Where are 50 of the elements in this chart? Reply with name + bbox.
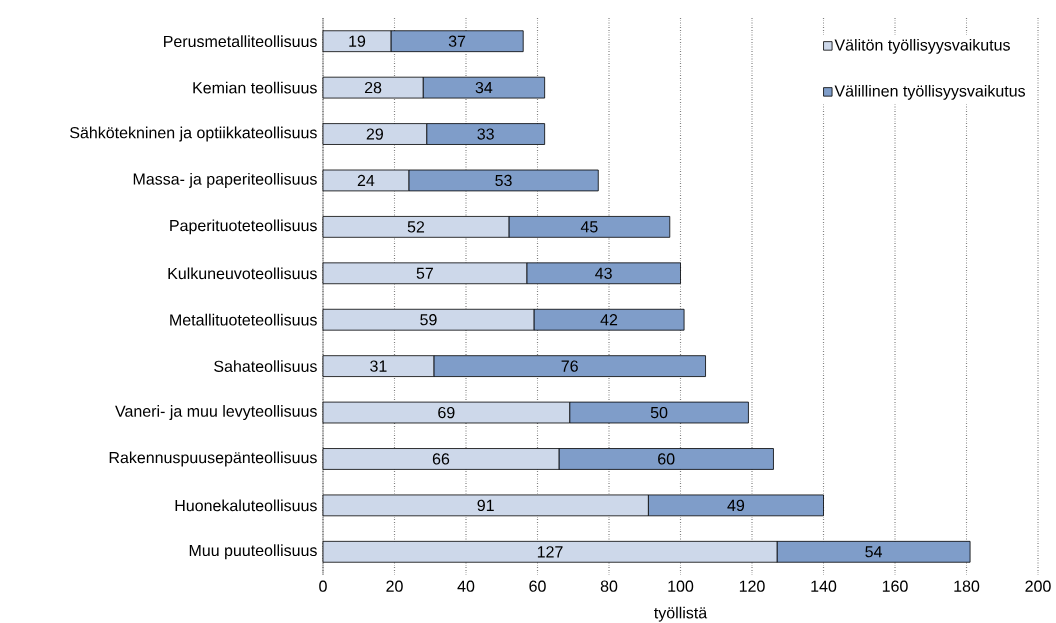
x-axis-title: työllistä [654, 606, 708, 622]
y-tick-label: Sahateollisuus [214, 360, 317, 372]
x-tick-label: 0 [319, 580, 327, 592]
data-label: 69 [438, 406, 455, 419]
data-label: 31 [370, 360, 387, 372]
data-label: 52 [407, 221, 425, 233]
data-label: 76 [561, 360, 578, 372]
y-tick-label: Muu puuteollisuus [189, 544, 317, 560]
data-label: 37 [448, 35, 466, 47]
x-tick-label: 20 [386, 580, 403, 592]
y-tick-label: Massa- ja paperiteollisuus [133, 173, 317, 188]
y-tick-label: Kulkuneuvoteollisuus [168, 267, 317, 280]
y-tick-label: Sähkötekninen ja optiikkateollisuus [70, 126, 317, 142]
data-label: 53 [495, 174, 512, 187]
legend-label: Välillinen työllisyysvaikutus [834, 84, 1026, 100]
data-label: 54 [865, 546, 882, 558]
x-tick-label: 160 [882, 580, 908, 592]
data-label: 59 [420, 314, 437, 326]
data-label: 91 [477, 499, 494, 512]
legend-label: Välitön työllisyysvaikutus [834, 38, 1010, 54]
y-tick-label: Vaneri- ja muu levyteollisuus [115, 405, 317, 421]
data-label: 45 [580, 221, 598, 233]
data-label: 57 [416, 267, 433, 279]
x-tick-label: 180 [954, 580, 980, 592]
y-tick-label: Metallituoteteollisuus [170, 313, 317, 326]
data-label: 24 [357, 174, 375, 187]
data-label: 42 [600, 314, 618, 326]
data-label: 33 [477, 128, 494, 140]
data-label: 127 [537, 546, 563, 558]
x-tick-label: 60 [529, 580, 546, 592]
y-tick-label: Huonekaluteollisuus [175, 499, 317, 512]
data-label: 34 [475, 81, 493, 94]
data-label: 28 [364, 81, 382, 94]
y-tick-label: Kemian teollisuus [193, 81, 317, 94]
data-label: 43 [595, 267, 612, 279]
y-tick-label: Perusmetalliteollisuus [164, 35, 317, 48]
x-tick-label: 140 [811, 580, 837, 592]
x-tick-label: 100 [668, 580, 694, 592]
data-label: 29 [366, 128, 383, 140]
data-label: 66 [432, 453, 450, 465]
x-tick-label: 40 [457, 580, 475, 592]
x-tick-label: 200 [1025, 580, 1051, 592]
data-label: 19 [349, 35, 366, 47]
data-label: 50 [650, 406, 668, 419]
data-label: 49 [727, 499, 745, 512]
data-label: 60 [658, 453, 675, 465]
y-tick-label: Rakennuspuusepänteollisuus [109, 451, 317, 467]
y-tick-label: Paperituoteteollisuus [170, 219, 317, 235]
x-tick-label: 80 [600, 580, 618, 592]
x-tick-label: 120 [739, 580, 765, 592]
